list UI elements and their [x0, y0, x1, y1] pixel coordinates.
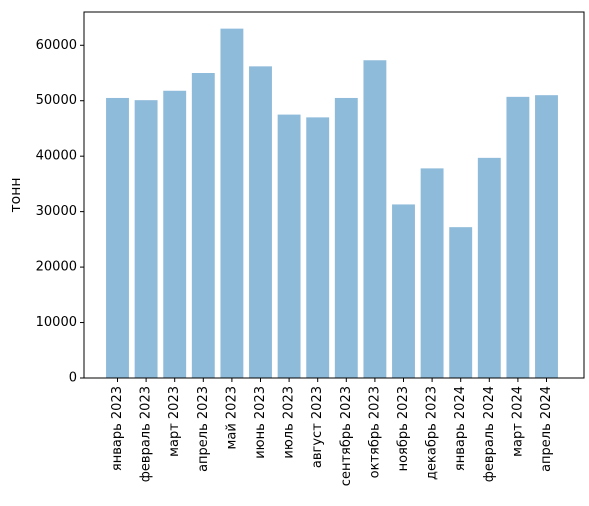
y-tick-label: 30000 — [36, 204, 77, 219]
y-tick-label: 0 — [69, 371, 77, 386]
bar — [363, 60, 387, 378]
x-tick-label: март 2023 — [167, 386, 182, 457]
y-axis: 0 10000 20000 30000 40000 50000 60000 — [36, 38, 84, 386]
y-tick-label: 60000 — [36, 38, 77, 53]
bar — [477, 157, 501, 378]
y-tick-label: 20000 — [36, 260, 77, 275]
bar — [249, 66, 272, 378]
bars-group — [106, 28, 558, 379]
x-tick-label: октябрь 2023 — [367, 386, 382, 478]
x-tick-label: май 2023 — [224, 386, 239, 449]
y-tick-label: 50000 — [36, 93, 77, 108]
bar — [506, 96, 530, 378]
bar — [191, 73, 215, 378]
x-tick-label: август 2023 — [310, 386, 325, 468]
y-tick-label: 40000 — [36, 149, 77, 164]
bar — [449, 227, 473, 378]
bar — [106, 97, 129, 378]
x-tick-label: сентябрь 2023 — [339, 386, 354, 486]
x-tick-label: февраль 2023 — [139, 386, 154, 482]
bar — [134, 100, 158, 379]
x-tick-label: апрель 2024 — [539, 386, 554, 472]
x-tick-label: январь 2024 — [453, 386, 468, 471]
x-tick-label: июль 2023 — [282, 386, 297, 459]
x-tick-label: март 2024 — [510, 386, 525, 457]
x-tick-label: июнь 2023 — [253, 386, 268, 459]
bar — [334, 97, 358, 378]
x-tick-label: апрель 2023 — [196, 386, 211, 472]
bar — [163, 90, 187, 378]
bar — [220, 28, 244, 378]
x-tick-label: январь 2023 — [110, 386, 125, 471]
x-axis: январь 2023 февраль 2023 март 2023 апрель 2… — [110, 378, 554, 486]
bar — [535, 95, 558, 379]
y-tick-label: 10000 — [36, 315, 77, 330]
plot-frame — [83, 11, 585, 379]
bar — [392, 204, 415, 378]
x-tick-label: декабрь 2023 — [425, 386, 440, 480]
bar — [420, 168, 444, 378]
bar — [306, 117, 330, 379]
x-tick-label: февраль 2024 — [482, 386, 497, 482]
bar — [277, 114, 301, 378]
x-tick-label: ноябрь 2023 — [396, 386, 411, 471]
y-axis-label: тонн — [8, 177, 24, 212]
